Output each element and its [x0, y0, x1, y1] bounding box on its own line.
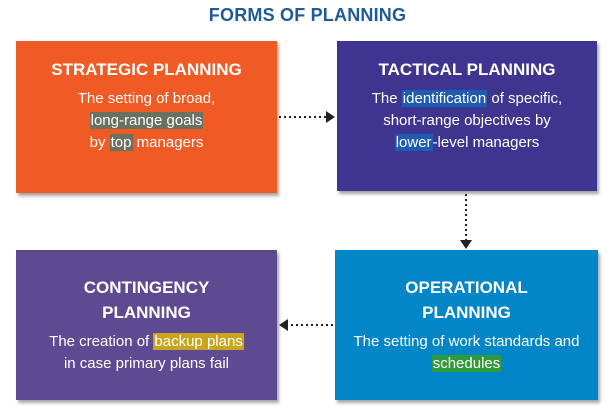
operational-heading-line-2: PLANNING [422, 303, 511, 322]
tactical-text-3: -level managers [432, 134, 540, 151]
strategic-highlight-top: top [109, 134, 133, 151]
operational-highlight-schedules: schedules [431, 355, 502, 372]
contingency-highlight-backup-plans: backup plans [153, 333, 244, 350]
contingency-text-2: in case primary plans fail [63, 355, 230, 372]
tactical-highlight-identification: identification [401, 90, 488, 107]
contingency-planning-description: The creation of backup plans in case prim… [16, 331, 277, 375]
tactical-highlight-lower: lower [394, 134, 433, 151]
arrow-operational-to-contingency [279, 319, 333, 331]
contingency-heading-line-2: PLANNING [102, 303, 191, 322]
strategic-planning-heading: STRATEGIC PLANNING [51, 60, 242, 79]
strategic-text-3: managers [136, 134, 204, 151]
tactical-planning-box: TACTICAL PLANNING The identification of … [337, 41, 597, 191]
operational-planning-box: OPERATIONAL PLANNING The setting of work… [335, 250, 598, 400]
operational-planning-heading: OPERATIONAL PLANNING [335, 275, 598, 325]
strategic-text-2: by [89, 134, 106, 151]
contingency-heading-line-1: CONTINGENCY [83, 278, 210, 297]
contingency-planning-box: CONTINGENCY PLANNING The creation of bac… [16, 250, 277, 400]
arrow-tactical-to-operational [460, 194, 472, 249]
diagram-title: FORMS OF PLANNING [208, 5, 407, 25]
strategic-highlight-long-range-goals: long-range goals [89, 112, 204, 129]
tactical-planning-heading: TACTICAL PLANNING [378, 60, 556, 79]
tactical-planning-description: The identification of specific, short-ra… [337, 88, 597, 154]
contingency-text-1: The creation of [49, 333, 150, 350]
operational-heading-line-1: OPERATIONAL [405, 278, 528, 297]
arrow-strategic-to-tactical [279, 111, 335, 123]
tactical-text-1: The [371, 90, 398, 107]
strategic-planning-description: The setting of broad, long-range goals b… [16, 88, 277, 154]
strategic-planning-box: STRATEGIC PLANNING The setting of broad,… [16, 41, 277, 193]
contingency-planning-heading: CONTINGENCY PLANNING [16, 275, 277, 325]
strategic-text-1: The setting of broad, [77, 90, 216, 107]
tactical-text-2: of specific, short-range objectives by [383, 90, 563, 129]
operational-planning-description: The setting of work standards and schedu… [335, 331, 598, 375]
operational-text-1: The setting of work standards and [353, 333, 580, 350]
